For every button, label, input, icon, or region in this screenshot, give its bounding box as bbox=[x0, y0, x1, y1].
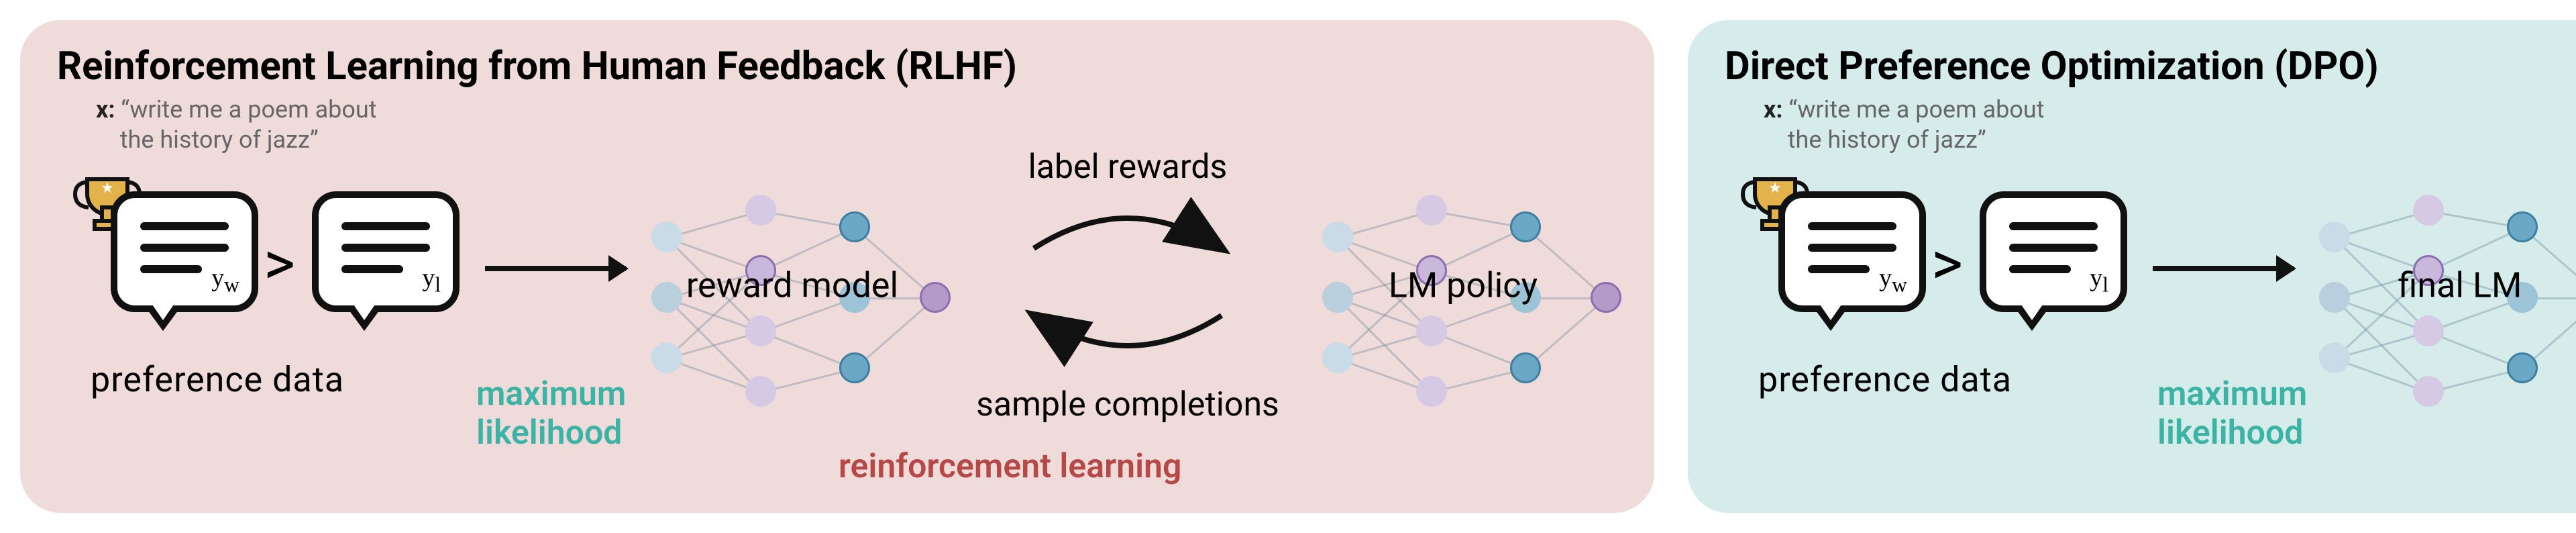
greater-than-icon: > bbox=[1931, 228, 1963, 299]
reward-model-net-icon: reward model bbox=[638, 175, 947, 396]
preference-data-block: ★ yw > yl preference data bbox=[57, 158, 473, 440]
final-lm-label: final LM bbox=[2398, 265, 2522, 306]
rlhf-prompt: x: “write me a poem about the history of… bbox=[96, 95, 1617, 155]
greater-than-icon: > bbox=[264, 228, 295, 299]
preference-data-label: preference data bbox=[1758, 359, 2012, 400]
winner-bubble-icon: yw bbox=[1778, 191, 1926, 312]
dpo-prompt: x: “write me a poem about the history of… bbox=[1764, 95, 2576, 155]
prompt-line2: the history of jazz” bbox=[120, 126, 319, 154]
rlhf-row: ★ yw > yl preference data reward model l… bbox=[57, 158, 1617, 440]
prompt-line1: “write me a poem about bbox=[121, 95, 376, 124]
arrow-icon bbox=[2153, 266, 2294, 271]
dpo-title: Direct Preference Optimization (DPO) bbox=[1725, 44, 2576, 89]
rlhf-panel: Reinforcement Learning from Human Feedba… bbox=[20, 20, 1654, 513]
prompt-prefix: x: bbox=[96, 95, 115, 124]
rlhf-title: Reinforcement Learning from Human Feedba… bbox=[57, 44, 1617, 89]
winner-bubble-icon: yw bbox=[111, 191, 258, 312]
final-lm-net-icon: final LM bbox=[2306, 175, 2576, 396]
preference-data-block: ★ yw > yl preference data bbox=[1725, 158, 2141, 440]
prompt-line2: the history of jazz” bbox=[1788, 126, 1986, 154]
prompt-line1: “write me a poem about bbox=[1788, 95, 2044, 124]
loser-bubble-icon: yl bbox=[1980, 191, 2127, 312]
preference-data-label: preference data bbox=[91, 359, 344, 400]
loser-bubble-icon: yl bbox=[312, 191, 460, 312]
dpo-row: ★ yw > yl preference data final LM bbox=[1725, 158, 2576, 440]
sample-completions-text: sample completions bbox=[947, 385, 1309, 424]
lm-policy-label: LM policy bbox=[1389, 265, 1538, 306]
max-likelihood-caption: maximum likelihood bbox=[476, 375, 626, 452]
loop-block: label rewards sample completions bbox=[947, 141, 1309, 430]
prompt-prefix: x: bbox=[1764, 95, 1782, 124]
svg-text:★: ★ bbox=[1768, 180, 1782, 197]
max-likelihood-caption: maximum likelihood bbox=[2157, 375, 2307, 452]
reward-model-label: reward model bbox=[686, 265, 898, 306]
rl-caption: reinforcement learning bbox=[839, 447, 1181, 486]
lm-policy-net-icon: LM policy bbox=[1309, 175, 1617, 396]
dpo-panel: Direct Preference Optimization (DPO) x: … bbox=[1688, 20, 2576, 513]
loop-arrows-icon bbox=[994, 181, 1262, 389]
arrow-icon bbox=[485, 266, 626, 271]
svg-text:★: ★ bbox=[101, 180, 114, 197]
